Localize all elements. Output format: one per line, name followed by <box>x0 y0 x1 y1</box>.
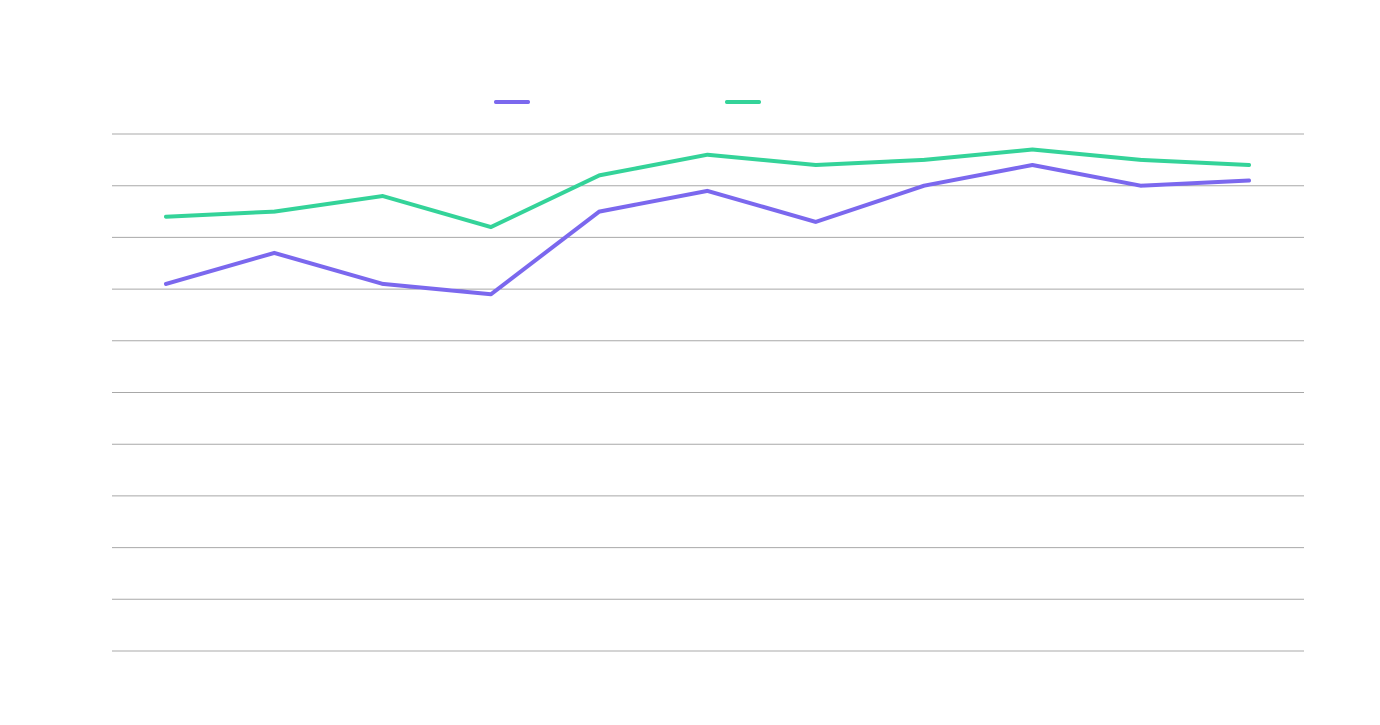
series-line-1 <box>164 163 1251 297</box>
series-line-2 <box>164 147 1251 230</box>
chart-series <box>164 147 1251 297</box>
chart-gridlines <box>112 133 1304 652</box>
